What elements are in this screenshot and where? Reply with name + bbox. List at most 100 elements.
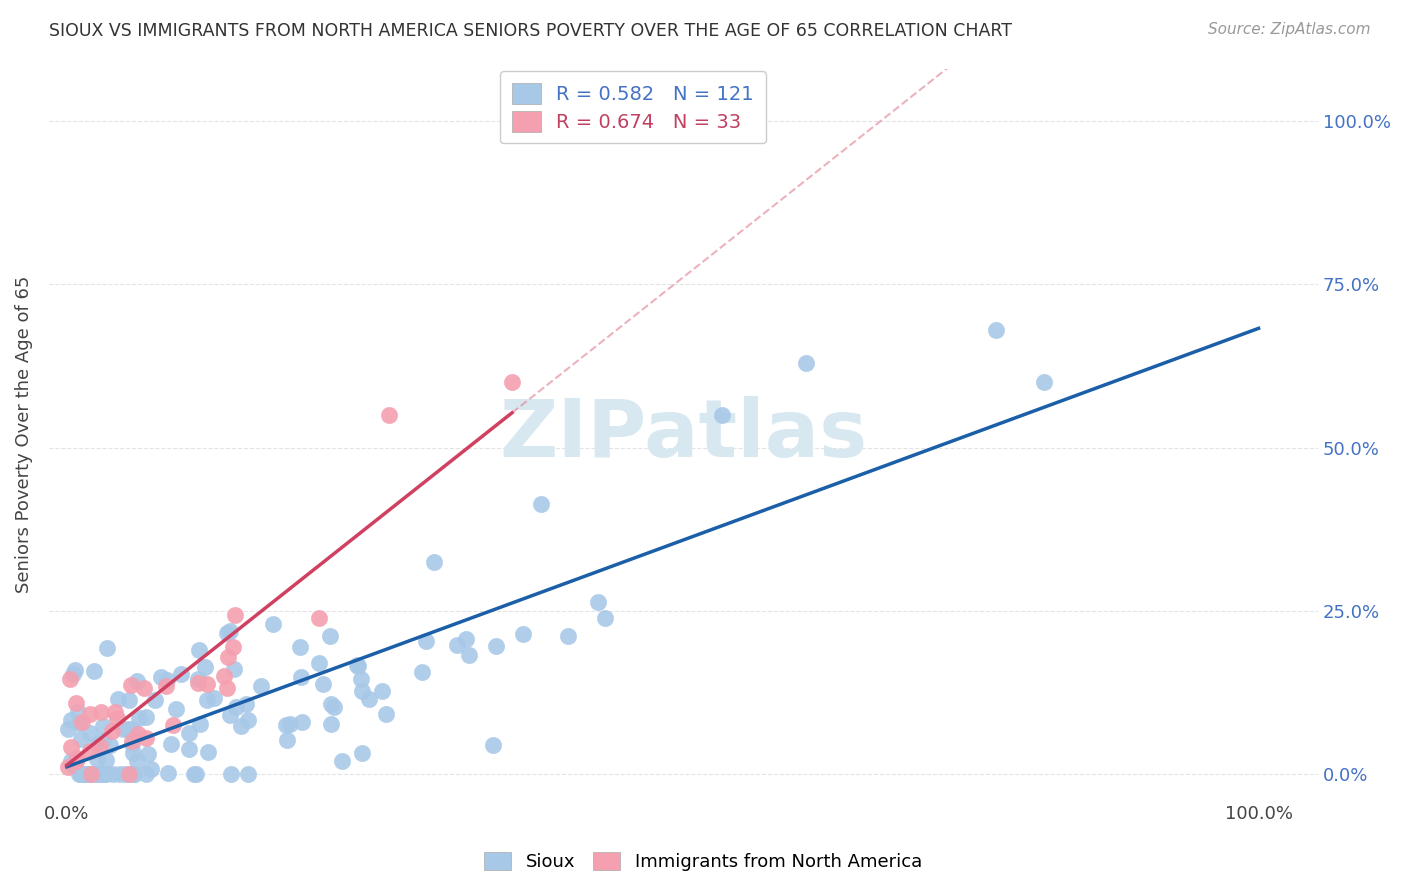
Point [128, 711, 150, 725]
Legend: Sioux, Immigrants from North America: Sioux, Immigrants from North America [477, 845, 929, 879]
Point [62, 758, 84, 772]
Point [319, 716, 342, 731]
Point [107, 691, 129, 706]
Point [375, 707, 398, 722]
Point [262, 617, 284, 632]
Point [79, 707, 101, 722]
Point [91, 767, 114, 781]
Point [225, 699, 247, 714]
Point [101, 723, 124, 738]
Point [117, 693, 139, 707]
Point [91, 732, 114, 747]
Point [79, 767, 101, 781]
Point [458, 648, 481, 662]
Point [319, 629, 342, 643]
Point [63, 758, 86, 772]
Point [135, 710, 157, 724]
Point [156, 765, 179, 780]
Point [65, 754, 87, 768]
Point [350, 684, 373, 698]
Point [322, 699, 344, 714]
Point [231, 718, 253, 732]
Legend: R = 0.582   N = 121, R = 0.674   N = 33: R = 0.582 N = 121, R = 0.674 N = 33 [501, 71, 766, 144]
Point [530, 497, 553, 511]
Point [593, 611, 616, 625]
Text: ZIPatlas: ZIPatlas [499, 395, 868, 474]
Point [122, 747, 145, 761]
Point [60, 740, 83, 755]
Point [350, 672, 373, 686]
Point [139, 762, 162, 776]
Point [165, 702, 187, 716]
Point [155, 673, 177, 688]
Point [195, 677, 218, 691]
Point [197, 745, 219, 759]
Point [121, 722, 143, 736]
Point [132, 681, 155, 695]
Point [121, 734, 143, 748]
Point [446, 638, 468, 652]
Point [135, 767, 157, 781]
Point [202, 691, 225, 706]
Point [89, 767, 111, 781]
Point [311, 677, 333, 691]
Point [235, 697, 257, 711]
Point [330, 754, 353, 768]
Point [70, 714, 93, 729]
Point [112, 723, 135, 737]
Point [65, 696, 87, 710]
Point [411, 665, 433, 679]
Point [75, 767, 97, 781]
Point [114, 767, 136, 781]
Point [59, 754, 82, 768]
Point [219, 624, 242, 638]
Point [65, 750, 87, 764]
Point [224, 607, 246, 622]
Point [371, 684, 394, 698]
Point [77, 767, 100, 781]
Text: SIOUX VS IMMIGRANTS FROM NORTH AMERICA SENIORS POVERTY OVER THE AGE OF 65 CORREL: SIOUX VS IMMIGRANTS FROM NORTH AMERICA S… [49, 22, 1012, 40]
Point [122, 767, 145, 781]
Point [138, 747, 160, 761]
Point [89, 739, 111, 754]
Point [86, 752, 108, 766]
Point [127, 754, 149, 768]
Point [94, 753, 117, 767]
Point [794, 356, 817, 370]
Point [67, 716, 90, 731]
Point [308, 656, 330, 670]
Point [127, 727, 149, 741]
Point [195, 693, 218, 707]
Point [1033, 376, 1056, 390]
Point [236, 767, 259, 781]
Point [89, 706, 111, 720]
Point [986, 323, 1008, 337]
Point [711, 408, 734, 422]
Point [72, 767, 94, 781]
Point [557, 629, 579, 643]
Point [290, 640, 312, 654]
Point [110, 767, 132, 781]
Point [96, 640, 118, 655]
Point [67, 767, 90, 781]
Point [177, 726, 200, 740]
Point [422, 555, 444, 569]
Point [194, 659, 217, 673]
Point [65, 663, 87, 677]
Point [501, 375, 523, 389]
Point [481, 739, 503, 753]
Point [187, 675, 209, 690]
Point [86, 737, 108, 751]
Point [76, 767, 98, 781]
Point [222, 662, 245, 676]
Point [121, 737, 143, 751]
Y-axis label: Seniors Poverty Over the Age of 65: Seniors Poverty Over the Age of 65 [15, 276, 32, 593]
Point [59, 672, 82, 686]
Point [512, 627, 534, 641]
Point [222, 640, 245, 654]
Point [127, 674, 149, 689]
Point [238, 713, 260, 727]
Point [143, 693, 166, 707]
Point [70, 731, 93, 746]
Point [321, 697, 343, 711]
